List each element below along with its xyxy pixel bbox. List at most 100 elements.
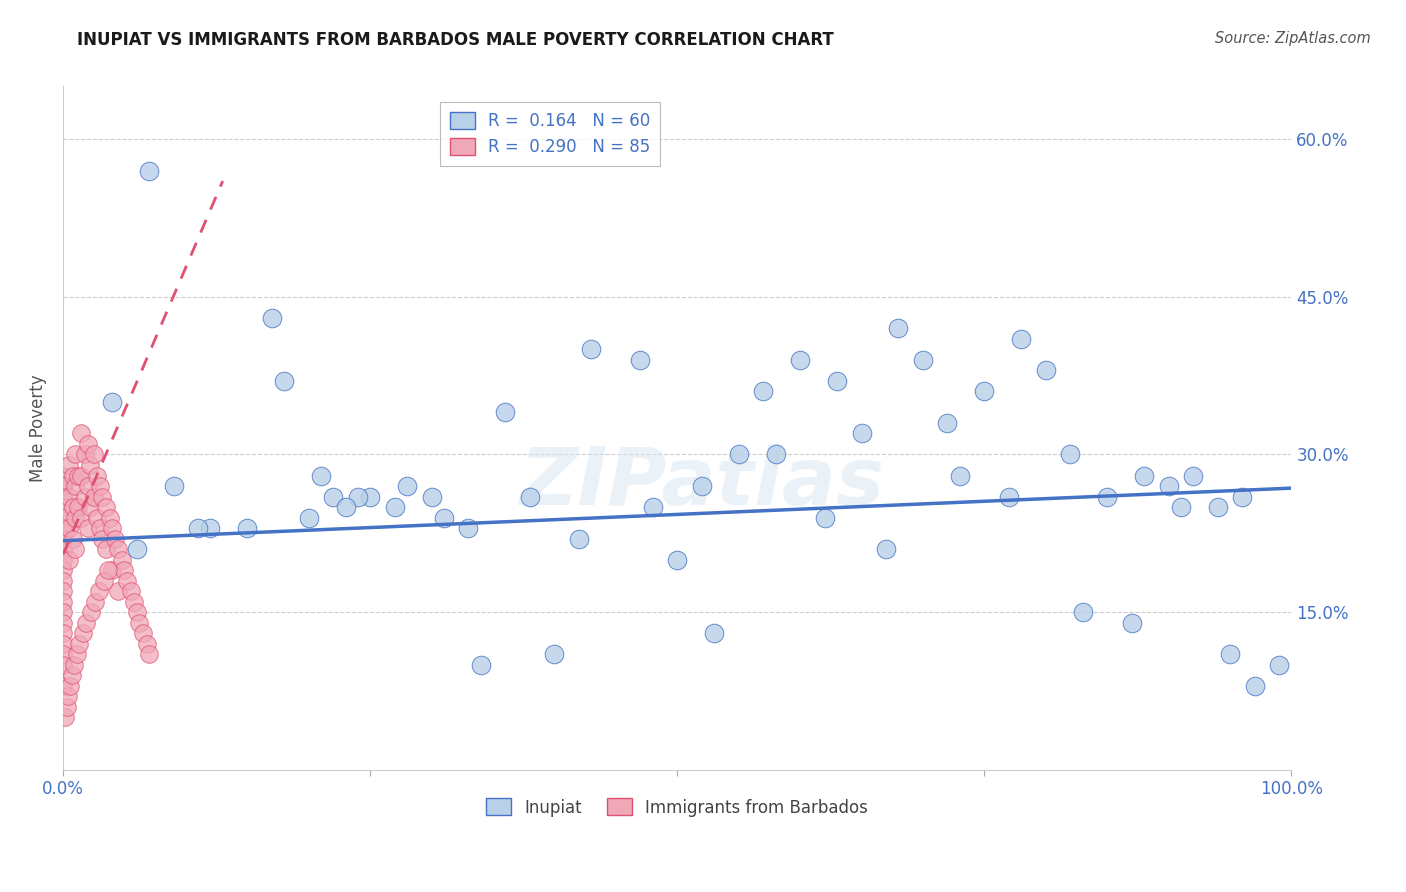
Point bbox=[70, 510, 93, 524]
Point bbox=[433, 510, 456, 524]
Point bbox=[120, 584, 142, 599]
Point bbox=[911, 352, 934, 367]
Point bbox=[1232, 490, 1254, 504]
Point bbox=[65, 510, 87, 524]
Point bbox=[581, 343, 603, 357]
Point bbox=[75, 490, 97, 504]
Point bbox=[72, 626, 94, 640]
Point bbox=[1182, 468, 1205, 483]
Point bbox=[998, 490, 1021, 504]
Point bbox=[52, 542, 75, 557]
Point bbox=[1035, 363, 1057, 377]
Point bbox=[70, 468, 93, 483]
Point bbox=[58, 490, 80, 504]
Point bbox=[568, 532, 591, 546]
Point bbox=[58, 458, 80, 472]
Text: ZIPatlas: ZIPatlas bbox=[519, 444, 884, 522]
Point bbox=[52, 584, 75, 599]
Point bbox=[641, 500, 664, 514]
Point bbox=[52, 510, 75, 524]
Point bbox=[52, 532, 75, 546]
Point bbox=[87, 584, 110, 599]
Point bbox=[65, 648, 87, 662]
Point bbox=[52, 626, 75, 640]
Point bbox=[973, 384, 995, 399]
Point bbox=[94, 542, 117, 557]
Point bbox=[384, 500, 406, 514]
Point bbox=[58, 552, 80, 566]
Point bbox=[111, 552, 134, 566]
Point bbox=[752, 384, 775, 399]
Point bbox=[666, 552, 689, 566]
Point bbox=[66, 500, 89, 514]
Point bbox=[1243, 679, 1265, 693]
Point bbox=[851, 426, 873, 441]
Point bbox=[93, 574, 115, 588]
Point bbox=[128, 615, 150, 630]
Point bbox=[65, 479, 87, 493]
Point bbox=[107, 542, 129, 557]
Point bbox=[89, 521, 111, 535]
Text: Source: ZipAtlas.com: Source: ZipAtlas.com bbox=[1215, 31, 1371, 46]
Y-axis label: Male Poverty: Male Poverty bbox=[30, 375, 46, 482]
Point bbox=[359, 490, 381, 504]
Point bbox=[543, 648, 565, 662]
Point bbox=[76, 479, 98, 493]
Point bbox=[79, 500, 101, 514]
Point bbox=[62, 500, 84, 514]
Point bbox=[875, 542, 897, 557]
Point bbox=[52, 563, 75, 577]
Point bbox=[79, 458, 101, 472]
Point bbox=[83, 490, 105, 504]
Point bbox=[825, 374, 848, 388]
Point bbox=[236, 521, 259, 535]
Point bbox=[1010, 332, 1032, 346]
Point bbox=[949, 468, 972, 483]
Point bbox=[91, 490, 114, 504]
Point bbox=[101, 395, 124, 409]
Point bbox=[162, 479, 184, 493]
Point bbox=[1170, 500, 1192, 514]
Point bbox=[1206, 500, 1229, 514]
Point bbox=[66, 468, 89, 483]
Point bbox=[395, 479, 418, 493]
Point bbox=[62, 468, 84, 483]
Point bbox=[1268, 657, 1291, 672]
Point bbox=[1121, 615, 1143, 630]
Point bbox=[67, 637, 90, 651]
Point bbox=[104, 532, 127, 546]
Point bbox=[52, 479, 75, 493]
Point bbox=[1157, 479, 1180, 493]
Point bbox=[298, 510, 321, 524]
Point bbox=[52, 468, 75, 483]
Point bbox=[335, 500, 357, 514]
Point bbox=[703, 626, 725, 640]
Point bbox=[309, 468, 332, 483]
Point bbox=[52, 637, 75, 651]
Point bbox=[936, 416, 959, 430]
Point bbox=[420, 490, 443, 504]
Point bbox=[114, 563, 136, 577]
Point bbox=[59, 679, 82, 693]
Legend: Inupiat, Immigrants from Barbados: Inupiat, Immigrants from Barbados bbox=[479, 792, 875, 823]
Point bbox=[457, 521, 479, 535]
Text: INUPIAT VS IMMIGRANTS FROM BARBADOS MALE POVERTY CORRELATION CHART: INUPIAT VS IMMIGRANTS FROM BARBADOS MALE… bbox=[77, 31, 834, 49]
Point bbox=[86, 510, 108, 524]
Point bbox=[76, 437, 98, 451]
Point bbox=[789, 352, 811, 367]
Point bbox=[200, 521, 222, 535]
Point bbox=[273, 374, 295, 388]
Point bbox=[52, 574, 75, 588]
Point bbox=[115, 574, 138, 588]
Point bbox=[887, 321, 910, 335]
Point bbox=[65, 542, 87, 557]
Point bbox=[55, 699, 77, 714]
Point bbox=[814, 510, 837, 524]
Point bbox=[1059, 447, 1081, 461]
Point bbox=[56, 690, 79, 704]
Point bbox=[52, 605, 75, 619]
Point bbox=[89, 479, 111, 493]
Point bbox=[124, 595, 146, 609]
Point bbox=[101, 521, 124, 535]
Point bbox=[52, 595, 75, 609]
